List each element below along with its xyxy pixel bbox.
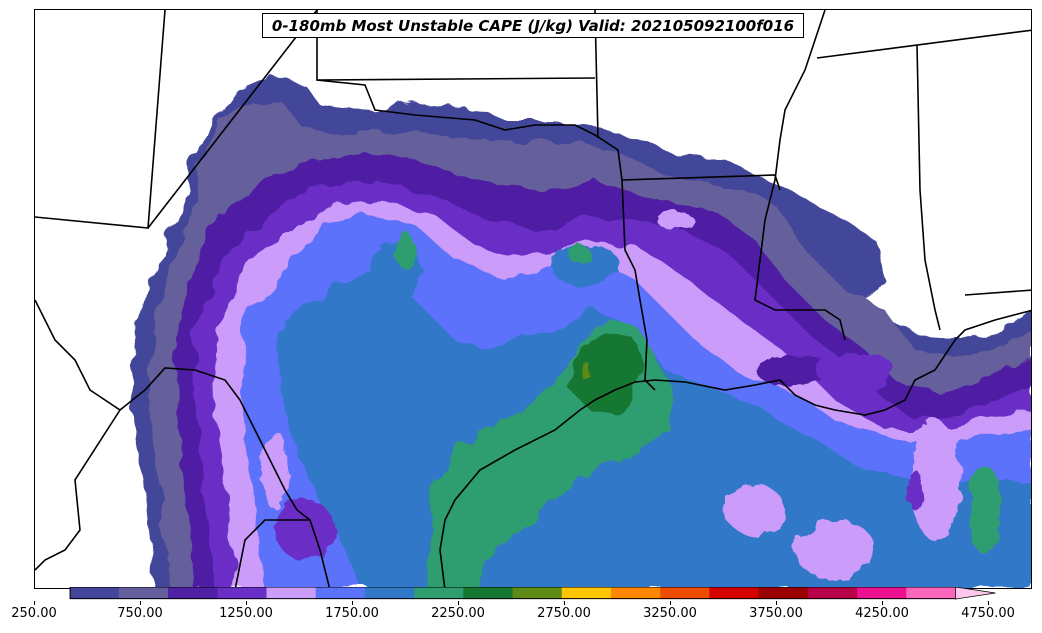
cape-band-2750 xyxy=(583,365,593,380)
cape-map-plot xyxy=(35,10,1031,588)
colorbar-tick-label: 3250.00 xyxy=(643,606,697,621)
colorbar-tick xyxy=(352,601,353,605)
political-boundaries xyxy=(35,10,1031,588)
colorbar-tick-label: 1250.00 xyxy=(219,606,273,621)
cape-band-2500 xyxy=(570,332,640,415)
colorbar-outline xyxy=(69,587,956,600)
colorbar-segment xyxy=(118,587,169,600)
al-fl-border xyxy=(964,289,1031,296)
cape-contours xyxy=(130,75,1031,588)
tx-la-border xyxy=(621,179,656,391)
ms-river xyxy=(754,10,846,341)
tn-border xyxy=(816,29,1031,59)
colorbar-segment xyxy=(561,587,612,600)
ok-tx-north-border xyxy=(316,10,623,181)
colorbar-segment xyxy=(709,587,760,600)
colorbar-segment xyxy=(266,587,317,600)
colorbar-segment xyxy=(660,587,710,600)
nm-tx-border xyxy=(147,10,318,229)
colorbar-tick-label: 4250.00 xyxy=(855,606,909,621)
map-area xyxy=(34,9,1032,589)
tx-mx-border xyxy=(35,299,331,588)
ok-ks-border xyxy=(316,77,596,81)
tx-gulf-coast xyxy=(439,309,1031,588)
colorbar-segment xyxy=(906,587,956,600)
colorbar-tick-label: 3750.00 xyxy=(749,606,803,621)
colorbar-tick-label: 4750.00 xyxy=(961,606,1015,621)
colorbar-segment xyxy=(512,587,563,600)
colorbar-tick xyxy=(458,601,459,605)
colorbar-segment xyxy=(217,587,267,600)
colorbar-segment xyxy=(463,587,514,600)
colorbar-tick-label: 2750.00 xyxy=(537,606,591,621)
colorbar-segment xyxy=(69,587,120,600)
nm-az-border xyxy=(35,10,166,229)
colorbar-segment xyxy=(857,587,907,600)
ms-al-border xyxy=(916,44,941,331)
colorbar-tick xyxy=(776,601,777,605)
colorbar-tick-label: 750.00 xyxy=(117,606,163,621)
colorbar-tick xyxy=(34,601,35,605)
colorbar-segment xyxy=(611,587,661,600)
colorbar-tick xyxy=(140,601,141,605)
colorbar-tick-label: 250.00 xyxy=(11,606,57,621)
colorbar-tick xyxy=(564,601,565,605)
colorbar-segment xyxy=(807,587,858,600)
colorbar-tick xyxy=(988,601,989,605)
colorbar-segment xyxy=(168,587,218,600)
map-title: 0-180mb Most Unstable CAPE (J/kg) Valid:… xyxy=(262,13,804,38)
colorbar-tick xyxy=(882,601,883,605)
colorbar-tick-label: 1750.00 xyxy=(325,606,379,621)
mx-state-border xyxy=(234,519,310,588)
colorbar-tick xyxy=(246,601,247,605)
colorbar-tick xyxy=(670,601,671,605)
colorbar-segment xyxy=(758,587,809,600)
mx-chihuahua-border xyxy=(35,409,121,571)
colorbar-tick-label: 2250.00 xyxy=(431,606,485,621)
colorbar-segment xyxy=(364,587,415,600)
colorbar xyxy=(69,587,996,600)
colorbar-segment xyxy=(414,587,464,600)
colorbar-segment xyxy=(315,587,366,600)
colorbar-extend-arrow xyxy=(955,587,996,600)
